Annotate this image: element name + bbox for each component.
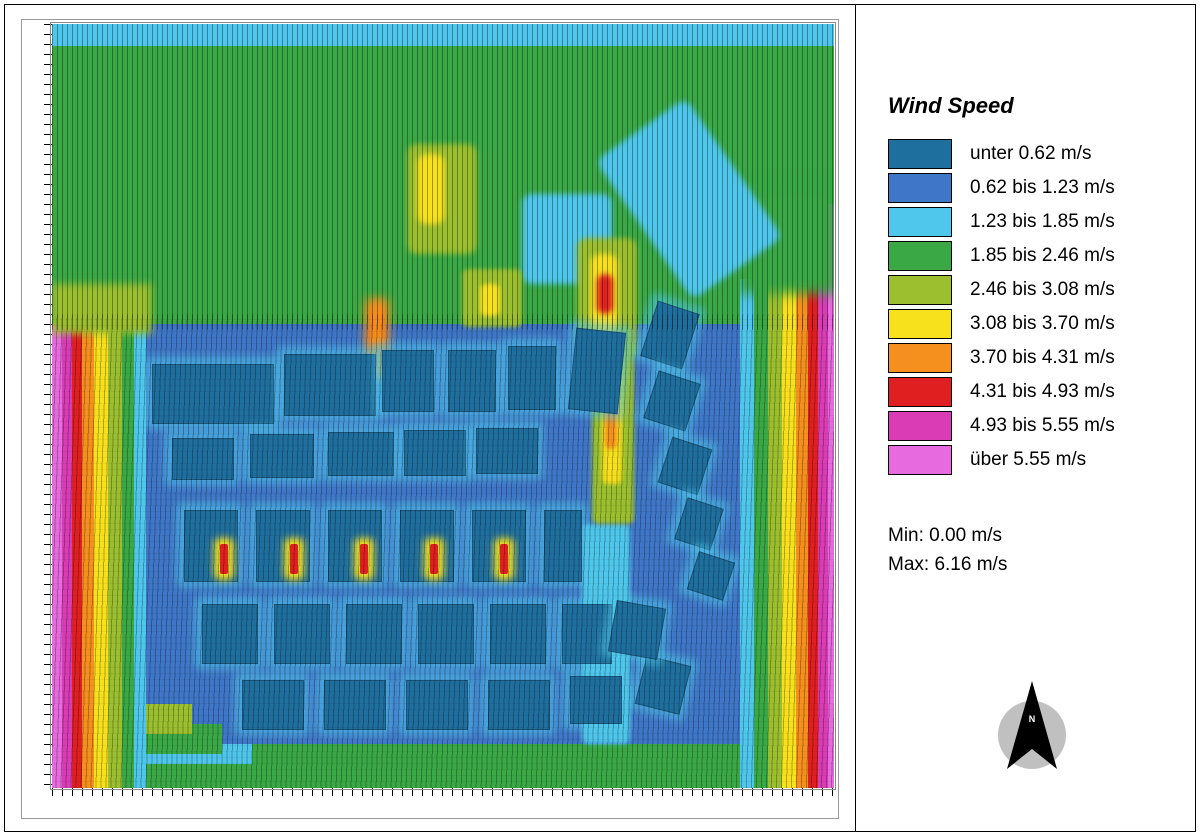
legend-label: 4.31 bis 4.93 m/s: [970, 381, 1115, 403]
legend-label: über 5.55 m/s: [970, 449, 1086, 471]
legend-min: Min: 0.00 m/s: [888, 521, 1171, 550]
building-footprint: [490, 604, 546, 664]
building-footprint: [488, 680, 550, 730]
building-footprint: [274, 604, 330, 664]
legend-title: Wind Speed: [888, 93, 1171, 119]
building-footprint: [508, 346, 556, 410]
building-footprint: [404, 430, 466, 476]
legend-max: Max: 6.16 m/s: [888, 550, 1171, 579]
building-footprint: [328, 432, 394, 476]
map-region: [290, 544, 298, 574]
building-footprint: [608, 600, 666, 660]
legend-label: 3.70 bis 4.31 m/s: [970, 347, 1115, 369]
map-region: [360, 544, 368, 574]
building-footprint: [418, 604, 474, 664]
legend-row: 3.70 bis 4.31 m/s: [888, 343, 1171, 373]
building-footprint: [476, 428, 538, 474]
compass-icon: N: [977, 677, 1087, 787]
legend-label: 4.93 bis 5.55 m/s: [970, 415, 1115, 437]
map-region: [430, 544, 438, 574]
legend-swatch: [888, 173, 952, 203]
building-footprint: [382, 350, 434, 412]
legend-label: unter 0.62 m/s: [970, 143, 1091, 165]
building-footprint: [568, 328, 626, 415]
legend-row: 4.31 bis 4.93 m/s: [888, 377, 1171, 407]
building-footprint: [172, 438, 234, 480]
outer-frame: Wind Speed unter 0.62 m/s 0.62 bis 1.23 m…: [4, 4, 1196, 832]
legend-swatch: [888, 343, 952, 373]
legend-row: 3.08 bis 3.70 m/s: [888, 309, 1171, 339]
building-footprint: [346, 604, 402, 664]
legend-swatch: [888, 309, 952, 339]
legend-swatch: [888, 207, 952, 237]
building-footprint: [284, 354, 376, 416]
building-footprint: [152, 364, 274, 424]
building-footprint: [324, 680, 386, 730]
legend-label: 1.23 bis 1.85 m/s: [970, 211, 1115, 233]
building-footprint: [242, 680, 304, 730]
legend-row: 0.62 bis 1.23 m/s: [888, 173, 1171, 203]
map-region: [480, 284, 500, 316]
building-footprint: [406, 680, 468, 730]
legend-label: 2.46 bis 3.08 m/s: [970, 279, 1115, 301]
building-footprint: [250, 434, 314, 478]
map-outer-border: [21, 19, 839, 819]
legend-row: über 5.55 m/s: [888, 445, 1171, 475]
legend-label: 1.85 bis 2.46 m/s: [970, 245, 1115, 267]
legend-row: 2.46 bis 3.08 m/s: [888, 275, 1171, 305]
legend-swatch: [888, 411, 952, 441]
legend-swatch: [888, 139, 952, 169]
legend-label: 0.62 bis 1.23 m/s: [970, 177, 1115, 199]
building-footprint: [570, 676, 622, 724]
building-footprint: [448, 350, 496, 412]
legend-swatch: [888, 377, 952, 407]
legend-row: 4.93 bis 5.55 m/s: [888, 411, 1171, 441]
legend-row: 1.23 bis 1.85 m/s: [888, 207, 1171, 237]
map-region: [500, 544, 508, 574]
legend-row: unter 0.62 m/s: [888, 139, 1171, 169]
map-region: [220, 544, 228, 574]
building-footprint: [544, 510, 582, 582]
wind-speed-map: [52, 24, 834, 788]
legend-items: unter 0.62 m/s 0.62 bis 1.23 m/s 1.23 bis …: [888, 139, 1171, 475]
legend-stats: Min: 0.00 m/s Max: 6.16 m/s: [888, 521, 1171, 580]
legend-label: 3.08 bis 3.70 m/s: [970, 313, 1115, 335]
building-footprint: [202, 604, 258, 664]
legend-row: 1.85 bis 2.46 m/s: [888, 241, 1171, 271]
legend-swatch: [888, 445, 952, 475]
legend-swatch: [888, 275, 952, 305]
legend-swatch: [888, 241, 952, 271]
map-panel: [5, 5, 855, 831]
compass-n-letter: N: [1029, 714, 1036, 724]
